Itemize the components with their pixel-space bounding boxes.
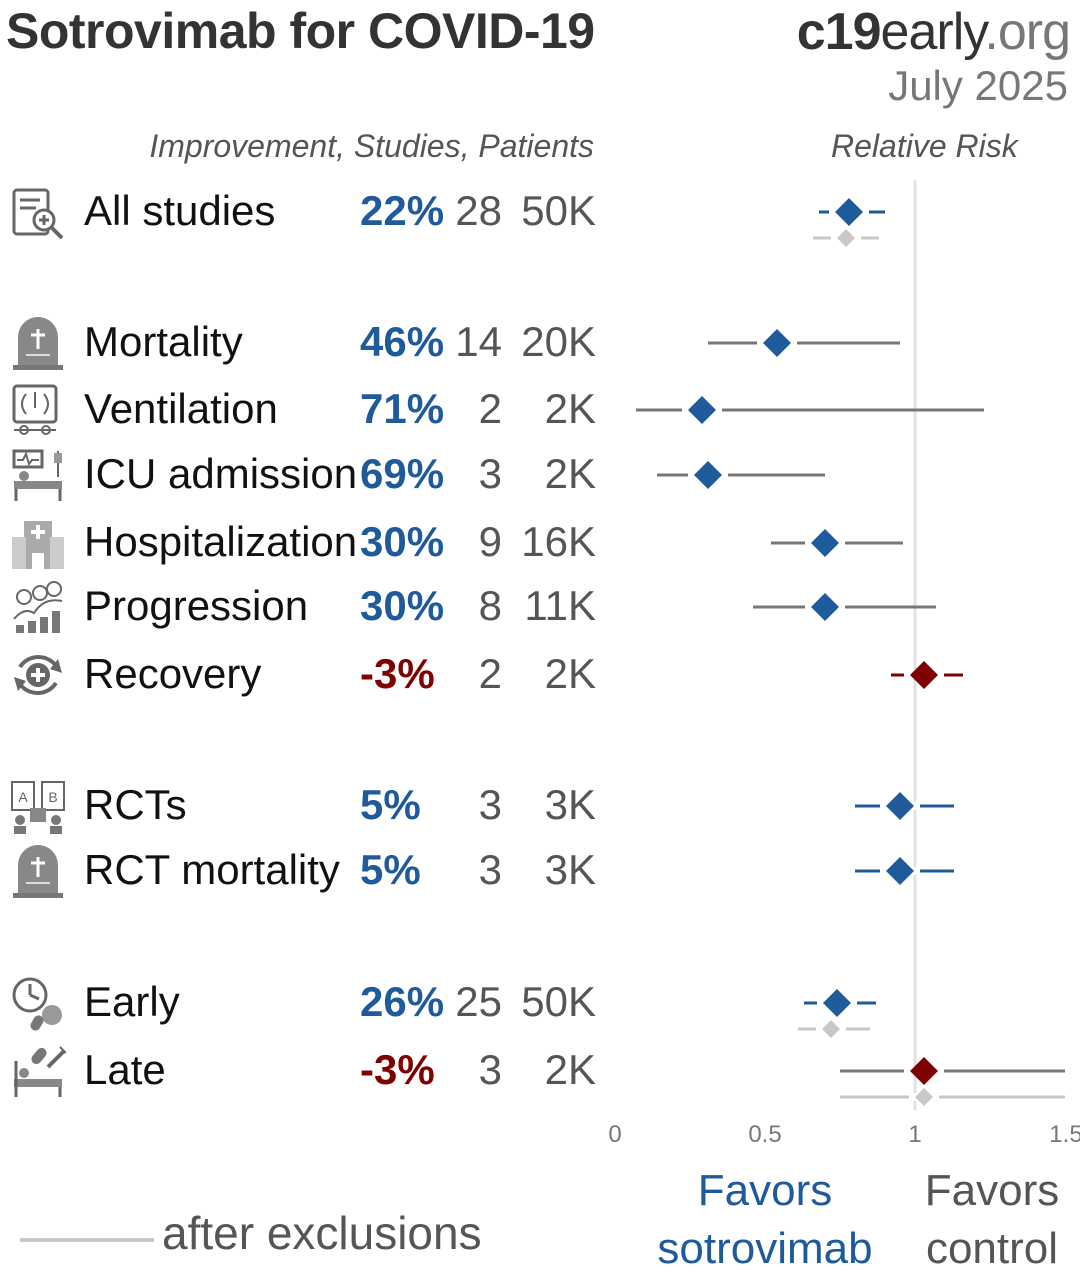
late-treatment-icon: [10, 1043, 67, 1099]
row-label: Progression: [84, 582, 309, 629]
row-label: RCTs: [84, 781, 187, 828]
svg-text:A: A: [18, 789, 28, 805]
point-estimate: [811, 593, 839, 621]
recovery-icon: [10, 647, 66, 703]
row-studies: 25: [455, 978, 502, 1025]
row-improvement: 46%: [360, 318, 445, 365]
legend-label: after exclusions: [162, 1207, 482, 1259]
point-estimate: [763, 329, 791, 357]
column-header-relative-risk: Relative Risk: [831, 128, 1018, 164]
hospital-icon: [10, 515, 66, 571]
row-label: Recovery: [84, 650, 262, 697]
favors-treatment-line2: sotrovimab: [657, 1224, 873, 1273]
row-label: All studies: [84, 187, 276, 234]
page-title: Sotrovimab for COVID-19: [6, 3, 595, 59]
row-label: Late: [84, 1046, 166, 1093]
row-patients: 50K: [521, 978, 596, 1025]
date-label: July 2025: [888, 62, 1068, 109]
ventilator-icon: [10, 382, 66, 438]
point-estimate: [886, 857, 914, 885]
row-improvement: 30%: [360, 582, 445, 629]
point-estimate: [910, 661, 938, 689]
tombstone-icon: [10, 843, 66, 899]
progression-icon: [10, 579, 66, 635]
row-improvement: 22%: [360, 187, 445, 234]
tombstone-icon: [10, 315, 66, 371]
row-improvement: 30%: [360, 518, 445, 565]
row-label: Ventilation: [84, 385, 278, 432]
early-treatment-icon: [10, 975, 66, 1031]
row-studies: 2: [478, 385, 502, 432]
point-estimate: [688, 396, 716, 424]
row-patients: 50K: [521, 187, 596, 234]
row-patients: 11K: [524, 582, 596, 629]
row-studies: 3: [478, 1046, 502, 1093]
favors-treatment-line1: Favors: [697, 1166, 833, 1215]
favors-control-label: Favors control: [912, 1162, 1072, 1278]
column-header-stats: Improvement, Studies, Patients: [149, 128, 594, 164]
point-estimate: [886, 792, 914, 820]
favors-control-line1: Favors: [924, 1166, 1060, 1215]
site-logo-part: early: [880, 3, 986, 61]
row-studies: 14: [455, 318, 502, 365]
axis-tick-label: 0.5: [748, 1121, 781, 1148]
favors-control-line2: control: [925, 1224, 1059, 1273]
row-studies: 3: [478, 846, 502, 893]
row-label: ICU admission: [84, 450, 358, 497]
row-studies: 9: [478, 518, 502, 565]
all-studies-icon: [10, 184, 66, 240]
row-patients: 16K: [521, 518, 596, 565]
svg-text:B: B: [48, 789, 57, 805]
row-improvement: 5%: [360, 781, 421, 828]
point-estimate-after-exclusions: [822, 1020, 840, 1038]
point-estimate: [835, 198, 863, 226]
row-patients: 2K: [544, 385, 596, 432]
point-estimate-after-exclusions: [837, 229, 855, 247]
legend-swatch: [20, 1238, 154, 1242]
row-label: Mortality: [84, 318, 243, 365]
row-patients: 3K: [544, 846, 596, 893]
row-patients: 2K: [544, 450, 596, 497]
row-studies: 8: [478, 582, 502, 629]
icu-bed-icon: [10, 447, 66, 503]
row-studies: 3: [478, 450, 502, 497]
point-estimate-after-exclusions: [915, 1088, 933, 1106]
point-estimate: [694, 461, 722, 489]
row-patients: 20K: [521, 318, 596, 365]
point-estimate: [811, 529, 839, 557]
axis-tick-label: 1: [908, 1121, 921, 1148]
row-improvement: 69%: [360, 450, 445, 497]
row-improvement: -3%: [360, 1046, 435, 1093]
row-label: RCT mortality: [84, 846, 340, 893]
row-label: Hospitalization: [84, 518, 358, 565]
site-logo-part: c19: [796, 3, 882, 61]
row-patients: 2K: [544, 1046, 596, 1093]
favors-treatment-label: Favors sotrovimab: [655, 1162, 875, 1278]
point-estimate: [823, 989, 851, 1017]
axis-tick-label: 1.5+: [1049, 1121, 1080, 1148]
row-patients: 2K: [544, 650, 596, 697]
site-logo[interactable]: c19early.org: [796, 2, 1071, 62]
row-improvement: -3%: [360, 650, 435, 697]
row-patients: 3K: [544, 781, 596, 828]
point-estimate: [910, 1057, 938, 1085]
axis-tick-label: 0: [608, 1121, 621, 1148]
row-improvement: 71%: [360, 385, 445, 432]
row-label: Early: [84, 978, 180, 1025]
row-studies: 28: [455, 187, 502, 234]
site-logo-part: .org: [984, 3, 1071, 61]
row-improvement: 26%: [360, 978, 445, 1025]
row-studies: 2: [478, 650, 502, 697]
row-studies: 3: [478, 781, 502, 828]
row-improvement: 5%: [360, 846, 421, 893]
